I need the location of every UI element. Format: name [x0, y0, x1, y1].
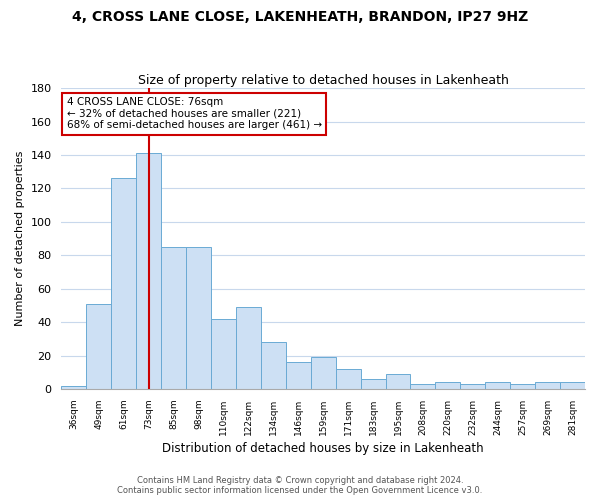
Bar [510, 384, 535, 389]
Bar [136, 154, 161, 389]
Bar [61, 386, 86, 389]
Bar [460, 384, 485, 389]
Bar [485, 382, 510, 389]
X-axis label: Distribution of detached houses by size in Lakenheath: Distribution of detached houses by size … [163, 442, 484, 455]
Bar [261, 342, 286, 389]
Bar [111, 178, 136, 389]
Bar [186, 247, 211, 389]
Bar [236, 307, 261, 389]
Bar [311, 357, 335, 389]
Text: 4 CROSS LANE CLOSE: 76sqm
← 32% of detached houses are smaller (221)
68% of semi: 4 CROSS LANE CLOSE: 76sqm ← 32% of detac… [67, 97, 322, 130]
Bar [436, 382, 460, 389]
Bar [361, 379, 386, 389]
Bar [211, 319, 236, 389]
Text: Contains HM Land Registry data © Crown copyright and database right 2024.
Contai: Contains HM Land Registry data © Crown c… [118, 476, 482, 495]
Bar [535, 382, 560, 389]
Title: Size of property relative to detached houses in Lakenheath: Size of property relative to detached ho… [138, 74, 509, 87]
Bar [410, 384, 436, 389]
Bar [86, 304, 111, 389]
Text: 4, CROSS LANE CLOSE, LAKENHEATH, BRANDON, IP27 9HZ: 4, CROSS LANE CLOSE, LAKENHEATH, BRANDON… [72, 10, 528, 24]
Bar [161, 247, 186, 389]
Bar [335, 369, 361, 389]
Bar [560, 382, 585, 389]
Bar [386, 374, 410, 389]
Y-axis label: Number of detached properties: Number of detached properties [15, 151, 25, 326]
Bar [286, 362, 311, 389]
